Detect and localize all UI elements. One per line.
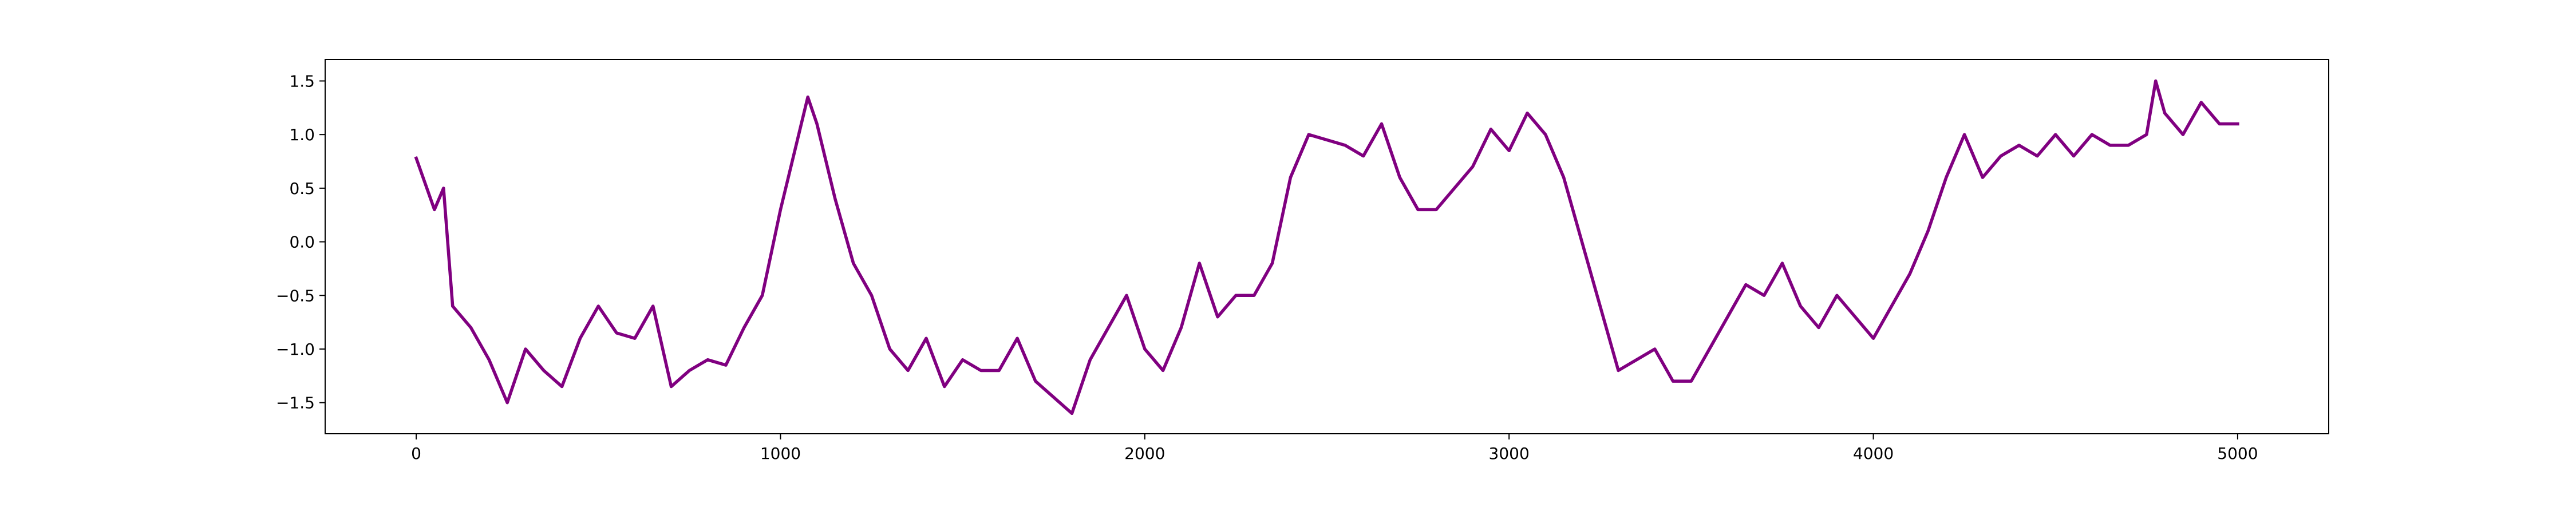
- y-tick-label: −1.0: [276, 340, 315, 359]
- y-tick-label: −0.5: [276, 286, 315, 305]
- x-tick-label: 2000: [1124, 444, 1165, 463]
- y-tick-label: 0.0: [289, 233, 315, 252]
- x-tick-label: 1000: [760, 444, 801, 463]
- x-tick-label: 3000: [1489, 444, 1530, 463]
- y-tick-label: 1.0: [289, 125, 315, 144]
- y-tick-label: 0.5: [289, 179, 315, 198]
- y-tick-label: −1.5: [276, 394, 315, 413]
- y-tick-label: 1.5: [289, 72, 315, 90]
- x-tick-label: 5000: [2217, 444, 2258, 463]
- x-tick-label: 0: [411, 444, 421, 463]
- plot-frame: [325, 59, 2329, 434]
- x-tick-label: 4000: [1853, 444, 1894, 463]
- data-line: [414, 79, 2239, 415]
